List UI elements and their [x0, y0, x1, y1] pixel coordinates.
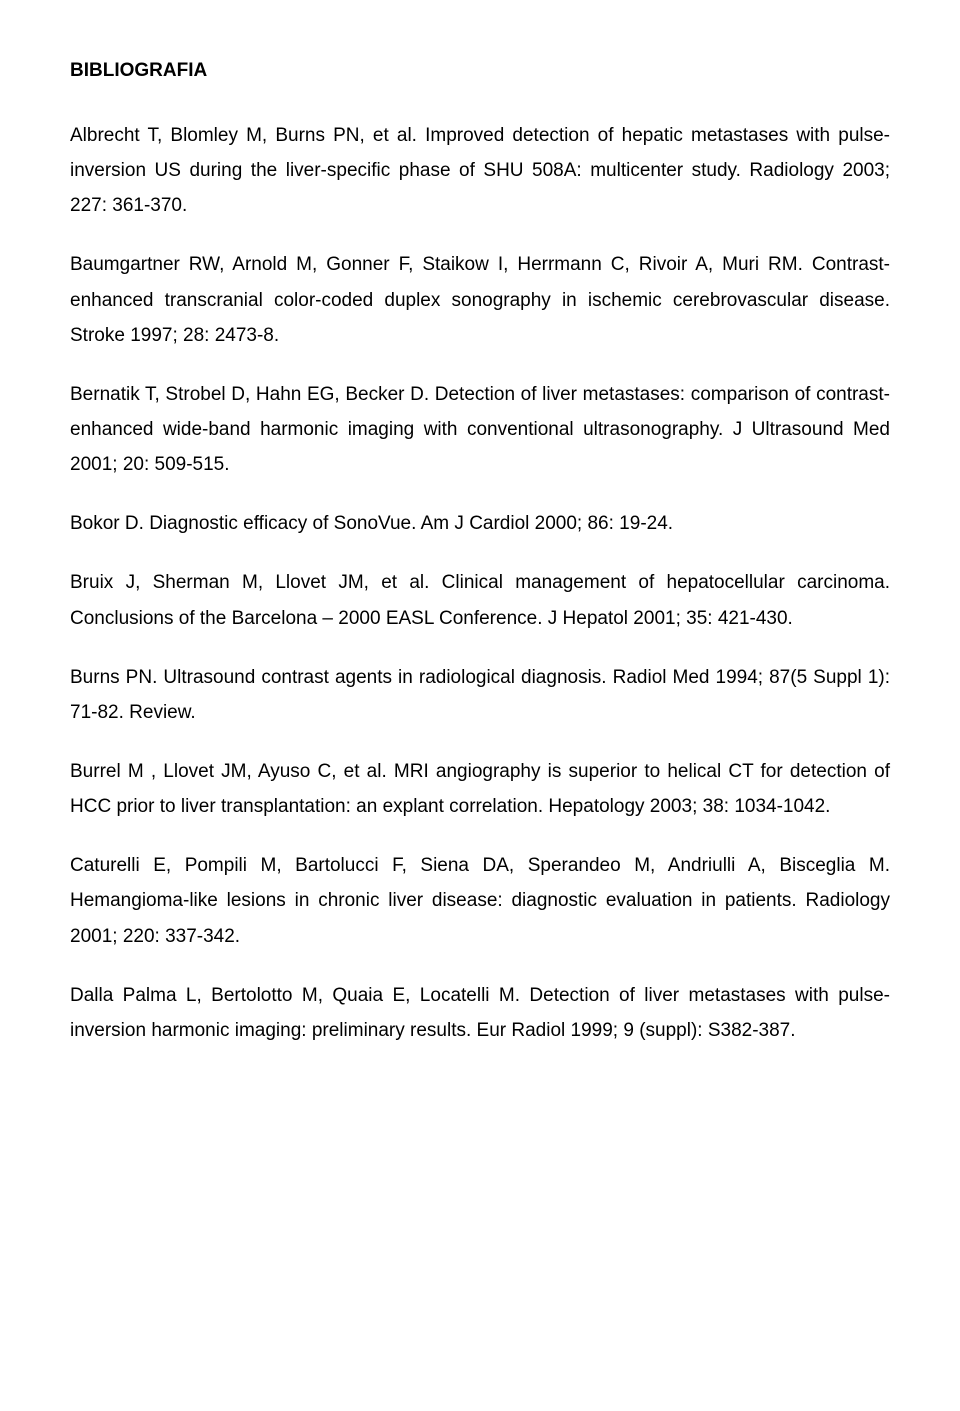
bibliography-title: BIBLIOGRAFIA: [70, 60, 890, 82]
bibliography-entry: Bruix J, Sherman M, Llovet JM, et al. Cl…: [70, 565, 890, 635]
bibliography-entry: Dalla Palma L, Bertolotto M, Quaia E, Lo…: [70, 978, 890, 1048]
bibliography-entry: Albrecht T, Blomley M, Burns PN, et al. …: [70, 118, 890, 223]
bibliography-entry: Caturelli E, Pompili M, Bartolucci F, Si…: [70, 848, 890, 953]
bibliography-entry: Burns PN. Ultrasound contrast agents in …: [70, 660, 890, 730]
bibliography-entry: Burrel M , Llovet JM, Ayuso C, et al. MR…: [70, 754, 890, 824]
bibliography-entry: Baumgartner RW, Arnold M, Gonner F, Stai…: [70, 247, 890, 352]
bibliography-entry: Bernatik T, Strobel D, Hahn EG, Becker D…: [70, 377, 890, 482]
bibliography-entry: Bokor D. Diagnostic efficacy of SonoVue.…: [70, 506, 890, 541]
